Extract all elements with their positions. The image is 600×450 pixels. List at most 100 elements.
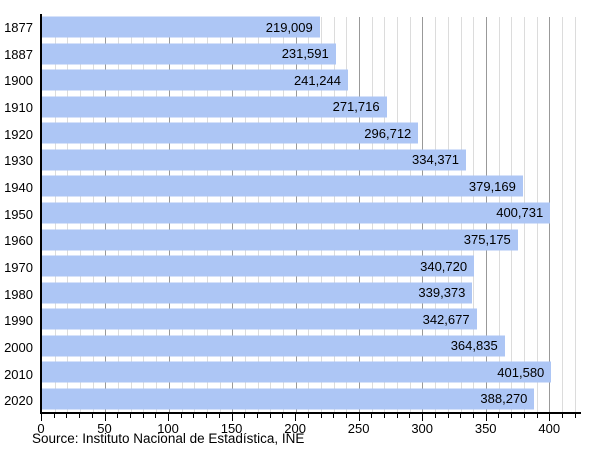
x-axis-minor-tick [257,414,258,418]
x-axis-minor-tick [218,414,220,418]
bar: 219,009 [42,16,320,38]
x-axis-major-tick [295,414,297,421]
minor-gridline [574,17,576,412]
bar-value-label: 401,580 [497,364,545,380]
x-axis-minor-tick [307,414,309,418]
bar: 379,169 [42,175,523,197]
year-label: 1950 [4,206,33,222]
x-axis-minor-tick [180,414,182,418]
x-axis-minor-tick [155,414,157,418]
bar-row: 375,175 [42,226,581,253]
x-axis-major-tick [549,414,551,421]
year-label: 1970 [4,259,33,275]
bar-row: 342,677 [42,306,581,333]
bar: 339,373 [42,282,473,304]
bar: 271,716 [42,96,387,118]
year-label: 2010 [4,366,33,382]
bar: 401,580 [42,361,552,383]
bar-row: 401,580 [42,359,581,386]
x-axis-minor-tick [91,414,93,418]
bar-value-label: 375,175 [463,232,511,248]
bar-row: 334,371 [42,147,581,174]
x-axis-tick-label: 100 [157,421,179,436]
x-axis-major-tick [41,414,42,421]
bar-value-label: 231,591 [281,46,329,62]
bar-row: 340,720 [42,253,581,280]
x-axis-tick-label: 0 [37,421,45,436]
year-label: 1960 [4,233,33,249]
x-axis-tick-label: 300 [411,421,434,436]
x-axis-tick-label: 150 [220,421,243,436]
year-label: 1900 [4,73,33,89]
x-axis-tick-label: 350 [474,421,497,436]
x-axis-minor-tick [396,414,398,418]
x-axis-tick-label: 250 [347,421,370,436]
x-axis-minor-tick [460,414,462,418]
bar: 388,270 [42,388,535,410]
year-label: 1980 [4,286,33,302]
x-axis-minor-tick [409,414,411,418]
bar: 375,175 [42,229,518,251]
x-axis-tick-label: 400 [538,421,561,436]
bar: 241,244 [42,69,348,91]
minor-gridline [561,17,563,412]
bar: 296,712 [42,122,419,144]
x-axis-minor-tick [345,414,347,418]
plot-area: 219,009 231,591 241,244 271,716 296,712 334,3… [40,14,581,414]
bar-row: 296,712 [42,120,581,147]
bar-value-label: 342,677 [422,311,470,327]
bar-row: 364,835 [42,332,581,359]
bar-value-label: 219,009 [265,19,313,35]
bar-value-label: 388,270 [480,391,528,407]
x-axis-minor-tick [117,414,119,418]
x-axis-minor-tick [333,414,335,418]
x-axis-minor-tick [142,414,144,418]
source-note: Source: Instituto Nacional de Estadístic… [32,431,305,446]
x-axis-minor-tick [320,414,322,418]
bar-value-label: 241,244 [293,72,341,88]
bar-row: 231,591 [42,41,581,68]
x-axis-minor-tick [129,414,131,418]
x-axis-major-tick [168,414,170,421]
x-axis-minor-tick [561,414,563,418]
year-label: 1940 [4,179,33,195]
year-label: 2020 [4,393,33,409]
x-axis-minor-tick [371,414,373,418]
bar-value-label: 364,835 [450,338,498,354]
bars-container: 219,009 231,591 241,244 271,716 296,712 334,3… [42,14,581,412]
x-axis-minor-tick [434,414,436,418]
x-axis-major-tick [422,414,424,421]
bar-value-label: 334,371 [412,152,460,168]
bar: 364,835 [42,335,505,357]
bar-row: 379,169 [42,173,581,200]
x-axis-minor-tick [269,414,271,418]
year-label: 1910 [4,99,33,115]
bar-row: 400,731 [42,200,581,227]
bar: 231,591 [42,43,336,65]
x-axis-minor-tick [53,414,55,418]
y-axis-labels: 1877 1887 1900 1910 1920 1930 1940 1950 1960 1970… [0,14,36,414]
year-label: 2000 [4,339,33,355]
bar-value-label: 340,720 [420,258,468,274]
x-axis-minor-tick [66,414,68,418]
x-axis-minor-tick [193,414,195,418]
bar-value-label: 271,716 [332,99,380,115]
x-axis-minor-tick [244,414,246,418]
bar-row: 219,009 [42,14,581,41]
x-axis-minor-tick [384,414,386,418]
year-label: 1930 [4,153,33,169]
x-axis-minor-tick [511,414,513,418]
bar-row: 241,244 [42,67,581,94]
bar-row: 271,716 [42,94,581,121]
year-label: 1920 [4,126,33,142]
bar-value-label: 379,169 [468,178,516,194]
bar: 342,677 [42,308,477,330]
bar-row: 339,373 [42,279,581,306]
x-axis-minor-tick [206,414,208,418]
year-label: 1887 [4,46,33,62]
x-axis-minor-tick [536,414,538,418]
x-axis-tick-label: 200 [284,421,306,436]
x-axis-minor-tick [282,414,284,418]
x-axis-minor-tick [473,414,474,418]
x-axis-minor-tick [447,414,449,418]
